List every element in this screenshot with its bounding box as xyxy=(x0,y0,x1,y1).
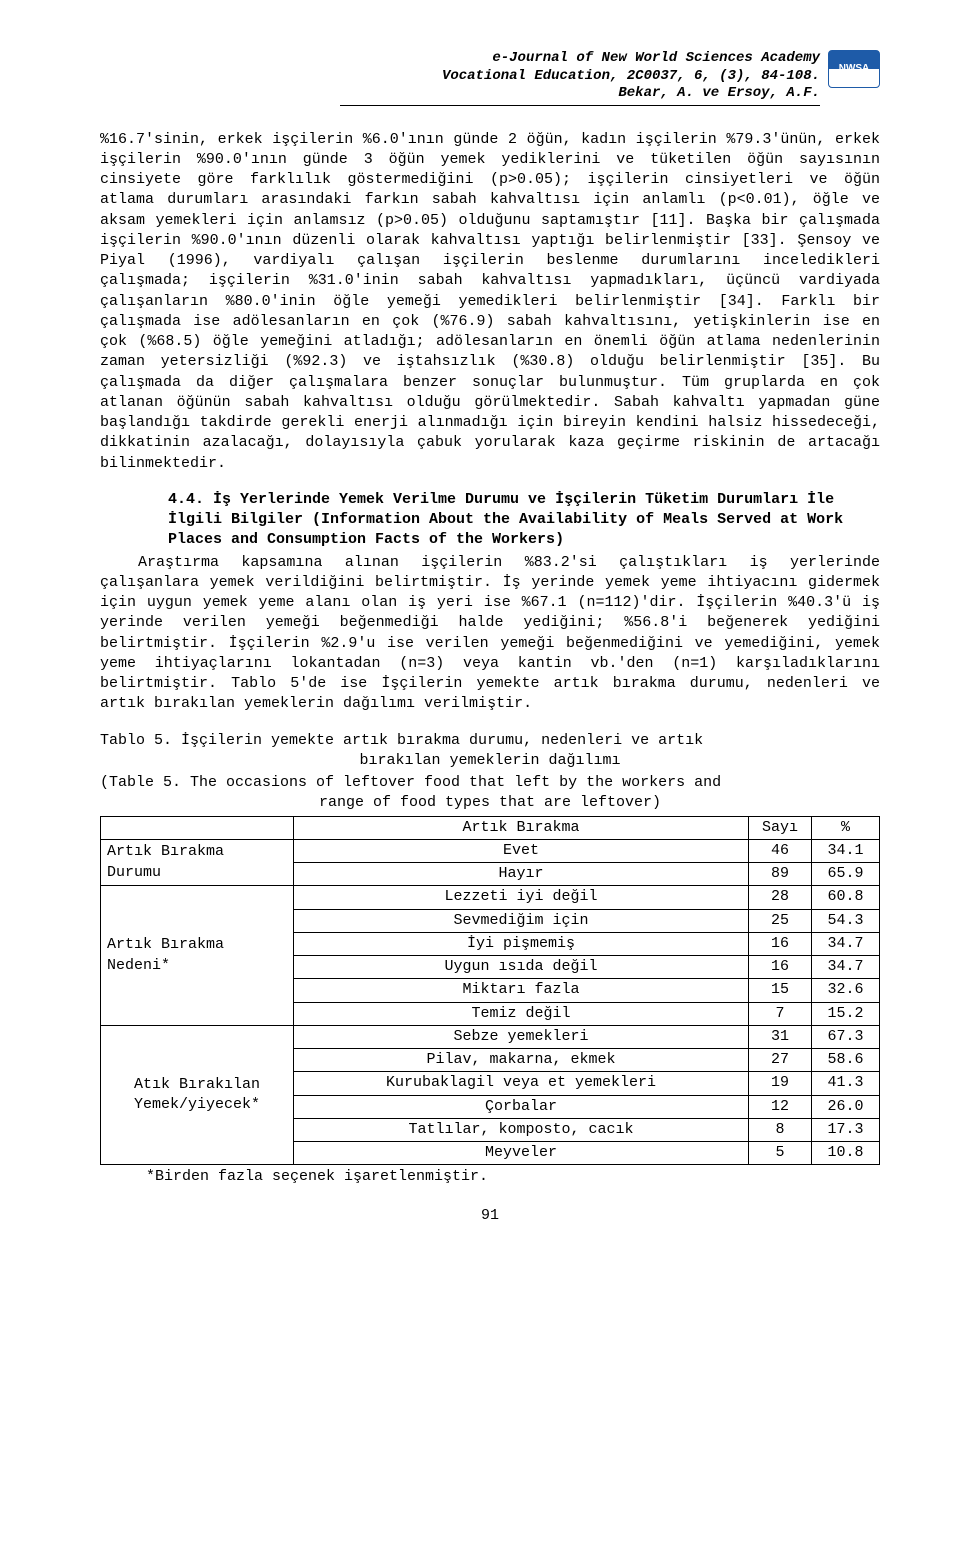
table-cell-count: 19 xyxy=(749,1072,812,1095)
table-header-item: Artık Bırakma xyxy=(294,816,749,839)
table-cell-item: Sebze yemekleri xyxy=(294,1025,749,1048)
table-group-label: Artık Bırakma Durumu xyxy=(101,839,294,886)
table-cell-pct: 34.7 xyxy=(812,956,880,979)
table-cell-pct: 65.9 xyxy=(812,863,880,886)
page-number: 91 xyxy=(100,1206,880,1226)
table-cell-item: Çorbalar xyxy=(294,1095,749,1118)
journal-citation: Vocational Education, 2C0037, 6, (3), 84… xyxy=(100,68,820,86)
table-5-caption-en-line2: range of food types that are leftover) xyxy=(100,793,880,813)
table-group-label: Atık Bırakılan Yemek/yiyecek* xyxy=(101,1025,294,1165)
table-cell-count: 16 xyxy=(749,932,812,955)
table-5-caption-en-line1: (Table 5. The occasions of leftover food… xyxy=(100,773,880,793)
journal-header-text: e-Journal of New World Sciences Academy … xyxy=(100,50,880,103)
table-group-label: Artık Bırakma Nedeni* xyxy=(101,886,294,1026)
table-cell-count: 25 xyxy=(749,909,812,932)
table-5-caption-tr-line2: bırakılan yemeklerin dağılımı xyxy=(100,751,880,771)
table-5-footnote: *Birden fazla seçenek işaretlenmiştir. xyxy=(146,1167,880,1187)
table-cell-pct: 58.6 xyxy=(812,1049,880,1072)
table-cell-item: Uygun ısıda değil xyxy=(294,956,749,979)
table-cell-item: Miktarı fazla xyxy=(294,979,749,1002)
table-cell-item: Evet xyxy=(294,839,749,862)
table-cell-pct: 67.3 xyxy=(812,1025,880,1048)
journal-authors: Bekar, A. ve Ersoy, A.F. xyxy=(100,85,820,103)
section-4-4-body-text: Araştırma kapsamına alınan işçilerin %83… xyxy=(100,554,880,713)
table-cell-count: 16 xyxy=(749,956,812,979)
table-header-row: Artık Bırakma Sayı % xyxy=(101,816,880,839)
table-cell-count: 46 xyxy=(749,839,812,862)
table-cell-pct: 34.7 xyxy=(812,932,880,955)
table-cell-item: Sevmediğim için xyxy=(294,909,749,932)
table-cell-count: 7 xyxy=(749,1002,812,1025)
table-cell-count: 8 xyxy=(749,1118,812,1141)
table-cell-count: 5 xyxy=(749,1142,812,1165)
table-header-blank xyxy=(101,816,294,839)
table-header-pct: % xyxy=(812,816,880,839)
table-cell-count: 28 xyxy=(749,886,812,909)
table-5-caption-tr-line1: Tablo 5. İşçilerin yemekte artık bırakma… xyxy=(100,731,880,751)
table-header-count: Sayı xyxy=(749,816,812,839)
table-cell-item: Tatlılar, komposto, cacık xyxy=(294,1118,749,1141)
table-row: Artık Bırakma Nedeni* Lezzeti iyi değil … xyxy=(101,886,880,909)
table-cell-item: Kurubaklagil veya et yemekleri xyxy=(294,1072,749,1095)
table-cell-count: 12 xyxy=(749,1095,812,1118)
table-cell-item: Hayır xyxy=(294,863,749,886)
table-cell-count: 15 xyxy=(749,979,812,1002)
table-cell-pct: 17.3 xyxy=(812,1118,880,1141)
table-cell-item: Lezzeti iyi değil xyxy=(294,886,749,909)
table-cell-pct: 32.6 xyxy=(812,979,880,1002)
section-4-4-body: Araştırma kapsamına alınan işçilerin %83… xyxy=(100,553,880,715)
table-cell-pct: 10.8 xyxy=(812,1142,880,1165)
paragraph-1: %16.7'sinin, erkek işçilerin %6.0'ının g… xyxy=(100,130,880,474)
table-cell-pct: 60.8 xyxy=(812,886,880,909)
table-cell-pct: 41.3 xyxy=(812,1072,880,1095)
table-cell-item: İyi pişmemiş xyxy=(294,932,749,955)
section-4-4-heading: 4.4. İş Yerlerinde Yemek Verilme Durumu … xyxy=(168,490,880,551)
table-cell-pct: 34.1 xyxy=(812,839,880,862)
table-cell-item: Meyveler xyxy=(294,1142,749,1165)
table-cell-count: 89 xyxy=(749,863,812,886)
table-cell-pct: 26.0 xyxy=(812,1095,880,1118)
table-row: Atık Bırakılan Yemek/yiyecek* Sebze yeme… xyxy=(101,1025,880,1048)
table-cell-item: Temiz değil xyxy=(294,1002,749,1025)
table-cell-pct: 54.3 xyxy=(812,909,880,932)
journal-title: e-Journal of New World Sciences Academy xyxy=(100,50,820,68)
table-cell-count: 31 xyxy=(749,1025,812,1048)
header-underline xyxy=(340,105,820,106)
table-cell-pct: 15.2 xyxy=(812,1002,880,1025)
journal-header: e-Journal of New World Sciences Academy … xyxy=(100,50,880,106)
table-row: Artık Bırakma Durumu Evet 46 34.1 xyxy=(101,839,880,862)
journal-logo: NWSA xyxy=(828,50,880,88)
logo-text: NWSA xyxy=(839,62,870,76)
table-cell-item: Pilav, makarna, ekmek xyxy=(294,1049,749,1072)
table-cell-count: 27 xyxy=(749,1049,812,1072)
table-5: Artık Bırakma Sayı % Artık Bırakma Durum… xyxy=(100,816,880,1166)
